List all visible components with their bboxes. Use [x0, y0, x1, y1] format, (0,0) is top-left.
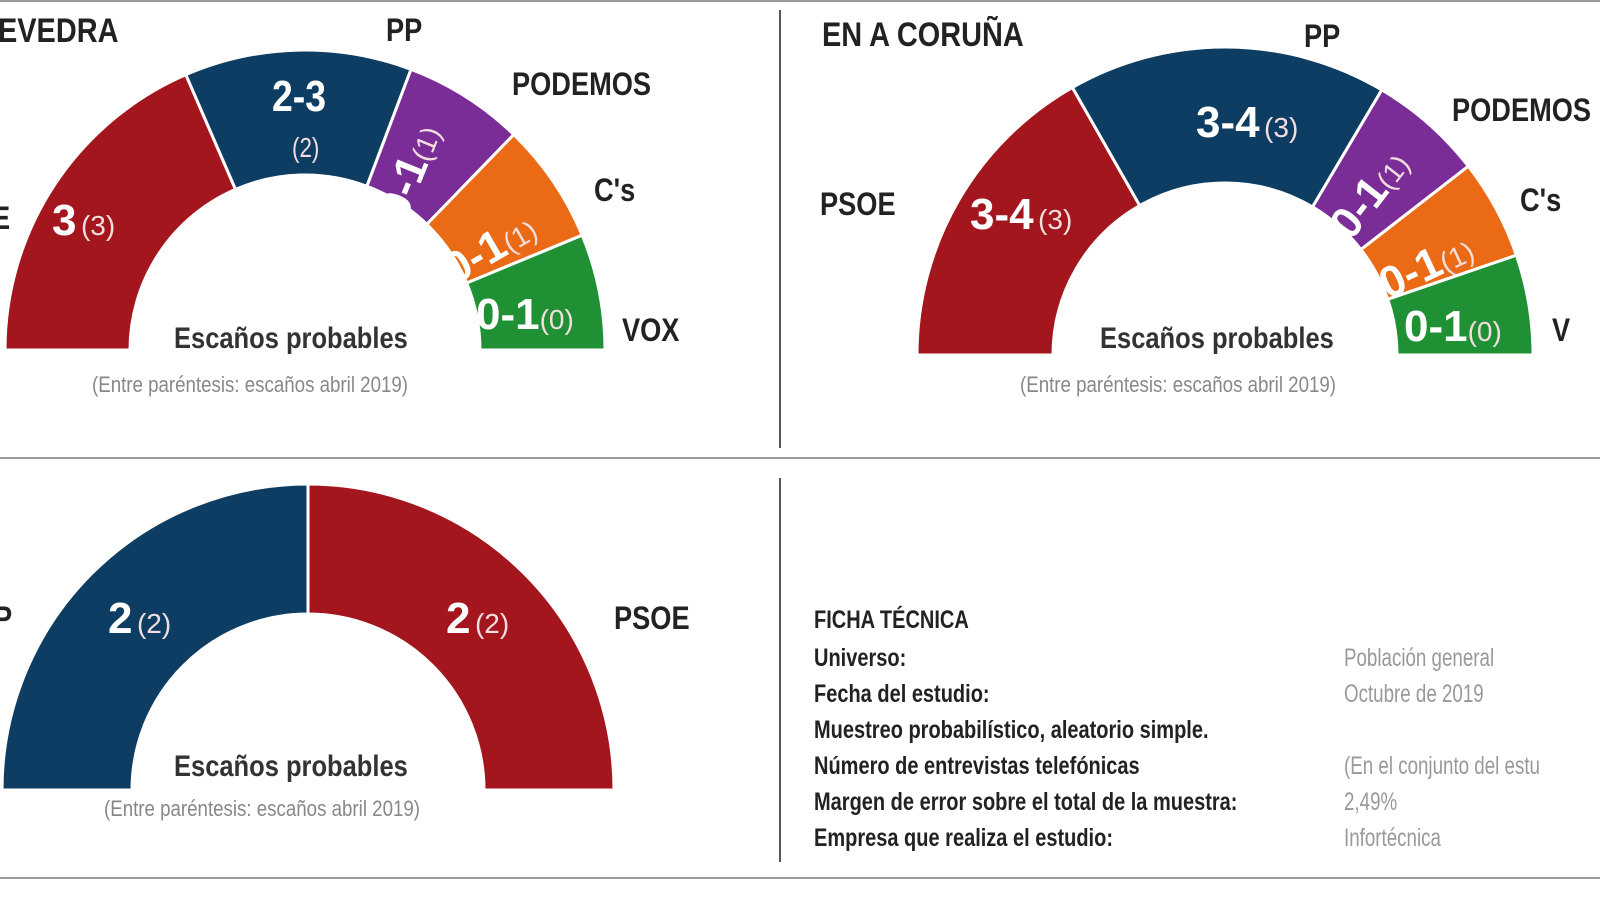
ficha-value: Infortécnica — [1344, 824, 1441, 852]
chart3-label-psoe: PSOE — [614, 600, 690, 636]
chart2-note: (Entre paréntesis: escaños abril 2019) — [1020, 372, 1337, 397]
chart1-note: (Entre paréntesis: escaños abril 2019) — [92, 372, 409, 397]
chart2-title: EN A CORUÑA — [822, 16, 1024, 54]
chart1-title: EVEDRA — [0, 12, 119, 50]
chart1-value-psoe: 3 (3) — [52, 196, 116, 245]
hemicycle-segment-1-pp — [1070, 45, 1384, 210]
hemicycle-segment-1-psoe — [915, 85, 1142, 357]
chart2-label-pp: PP — [1304, 18, 1341, 54]
ficha-label: Empresa que realiza el estudio: — [814, 824, 1113, 852]
chart1-label-vox: VOX — [622, 312, 680, 348]
chart1-label-podemos: PODEMOS — [512, 66, 652, 102]
chart2-label-psoe: PSOE — [820, 186, 896, 222]
ficha-value: Población general — [1344, 644, 1495, 672]
vertical-divider-bottom — [779, 478, 781, 862]
chart3-label-pp: P — [0, 600, 12, 637]
chart3-note: (Entre paréntesis: escaños abril 2019) — [104, 796, 421, 821]
horizontal-divider — [0, 457, 1600, 459]
chart3-caption: Escaños probables — [174, 750, 408, 783]
chart1-value-pp: 2-3 — [272, 72, 327, 121]
ficha-label: Universo: — [814, 644, 907, 672]
hemicycle-segment-2-p — [0, 482, 310, 792]
ficha-value: (En el conjunto del estu — [1344, 752, 1540, 780]
chart2-caption: Escaños probables — [1100, 322, 1334, 355]
chart2-label-podemos: PODEMOS — [1452, 92, 1592, 128]
ficha-label: Margen de error sobre el total de la mue… — [814, 788, 1238, 816]
ficha-value: 2,49% — [1344, 788, 1398, 816]
ficha-value: Octubre de 2019 — [1344, 680, 1484, 708]
chart3-value-psoe: 2 (2) — [446, 594, 510, 643]
chart2-value-psoe: 3-4 (3) — [970, 190, 1073, 239]
ficha-label: Fecha del estudio: — [814, 680, 990, 708]
vertical-divider-top — [779, 10, 781, 448]
chart2-label-vox: V — [1552, 312, 1571, 348]
bottom-border — [0, 877, 1600, 879]
hemicycle-segment-0-vox — [464, 233, 607, 352]
hemicycle-segment-0-e — [3, 72, 238, 352]
chart1-label-psoe: E — [0, 200, 10, 237]
chart2-value-vox: 0-1(0) — [1404, 302, 1502, 351]
top-border — [0, 0, 1600, 2]
chart1-label-cs: C's — [594, 172, 636, 208]
chart1-caption: Escaños probables — [174, 322, 408, 355]
chart1-prev-pp: (2) — [292, 132, 320, 163]
chart2-value-pp: 3-4 (3) — [1196, 98, 1299, 147]
chart3-value-pp: 2 (2) — [108, 594, 172, 643]
hemicycle-segment-1-v — [1385, 253, 1535, 357]
ficha-label: Muestreo probabilístico, aleatorio simpl… — [814, 716, 1209, 744]
hemicycle-segment-2-psoe — [306, 482, 616, 792]
chart2-label-cs: C's — [1520, 182, 1562, 218]
chart1-label-pp: PP — [386, 12, 423, 48]
chart1-value-vox: 0-1(0) — [476, 290, 574, 339]
ficha-label: Número de entrevistas telefónicas — [814, 752, 1140, 780]
ficha-title: FICHA TÉCNICA — [814, 606, 969, 634]
